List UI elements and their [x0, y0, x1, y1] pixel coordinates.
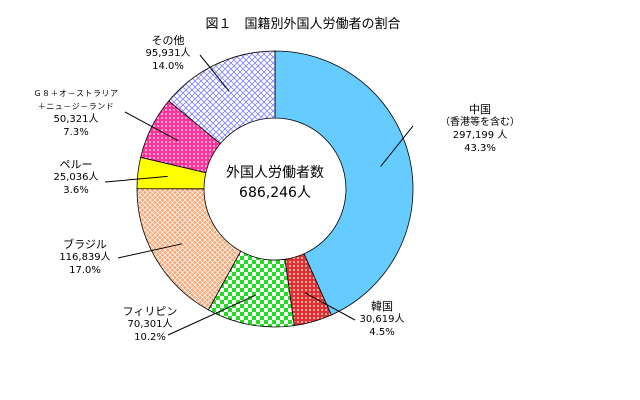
leader-line-brazil: [117, 243, 183, 259]
slice-value: 70,301人: [127, 319, 173, 330]
slice-china: [274, 50, 414, 316]
slice-value: 116,839人: [59, 252, 111, 263]
slice-sub: （香港等を含む）: [440, 117, 520, 128]
slice-name: ブラジル: [63, 238, 107, 251]
slice-percent: 43.3%: [464, 143, 496, 154]
slice-value: 297,199 人: [452, 130, 508, 141]
slice-percent: 7.3%: [63, 127, 89, 138]
slice-percent: 10.2%: [134, 332, 166, 343]
slice-name: その他: [151, 34, 185, 47]
slice-label-other: その他 95,931人 14.0%: [146, 34, 191, 73]
leader-line-philippines: [167, 294, 256, 336]
slice-name: ペルー: [59, 158, 93, 171]
slice-percent: 17.0%: [69, 265, 101, 276]
slice-label-korea: 韓国 30,619人 4.5%: [360, 300, 405, 339]
chart-title: 図１ 国籍別外国人労働者の割合: [205, 17, 401, 32]
slice-label-china: 中国 （香港等を含む） 297,199 人 43.3%: [440, 103, 520, 155]
leader-line-peru: [104, 175, 168, 183]
leader-line-g8: [124, 111, 179, 142]
center-label: 外国人労働者数 686,246人: [226, 163, 324, 203]
slice-percent: 3.6%: [63, 185, 89, 196]
slice-name: 中国: [469, 103, 491, 116]
leader-line-china: [380, 125, 414, 167]
slice-value: 95,931人: [145, 48, 191, 59]
slice-percent: 14.0%: [152, 61, 184, 72]
slice-label-philippines: フィリピン 70,301人 10.2%: [123, 305, 178, 344]
slice-percent: 4.5%: [369, 327, 395, 338]
slice-label-brazil: ブラジル 116,839人 17.0%: [59, 238, 110, 277]
slice-sub: ＋ニュ－ジ－ランド: [37, 102, 115, 111]
leader-line-other: [199, 54, 230, 92]
slice-name: Ｇ８＋オ－ストラリア: [33, 89, 119, 98]
slice-label-g8: Ｇ８＋オ－ストラリア ＋ニュ－ジ－ランド 50,321人 7.3%: [34, 87, 119, 139]
slice-label-peru: ペルー 25,036人 3.6%: [54, 158, 99, 197]
slice-value: 30,619人: [359, 314, 405, 325]
slice-value: 25,036人: [53, 172, 99, 183]
center-total: 686,246人: [239, 185, 311, 201]
slice-value: 50,321人: [53, 114, 99, 125]
slice-brazil: [136, 188, 242, 311]
slice-other: [168, 50, 276, 145]
slice-name: フィリピン: [122, 305, 178, 318]
slice-name: 韓国: [371, 300, 393, 313]
center-caption: 外国人労働者数: [226, 165, 324, 181]
leader-line-korea: [304, 292, 356, 321]
